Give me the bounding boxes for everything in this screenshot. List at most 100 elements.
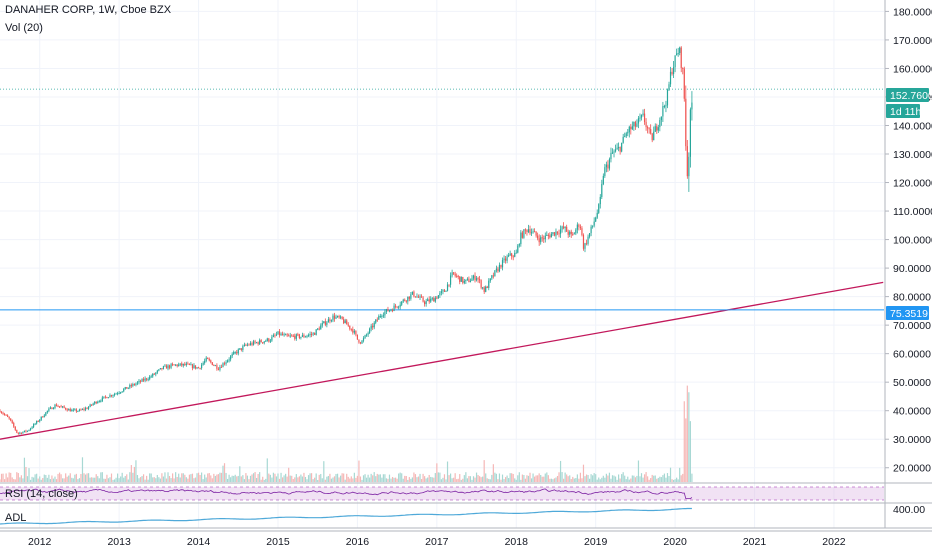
volume-bar <box>660 477 662 482</box>
volume-bar <box>663 473 666 482</box>
volume-bar <box>156 474 158 482</box>
volume-bar <box>123 477 125 482</box>
volume-bar <box>575 478 577 482</box>
candle-body <box>416 296 418 298</box>
candle-body <box>451 272 453 276</box>
candle-body <box>219 366 221 370</box>
volume-bar <box>384 474 386 482</box>
candle-body <box>43 415 45 418</box>
candle-body <box>471 278 473 281</box>
volume-bar <box>599 479 601 482</box>
volume-bar <box>662 475 664 482</box>
candle-body <box>298 334 300 338</box>
volume-bar <box>185 477 187 482</box>
volume-bar <box>211 478 213 482</box>
volume-bar <box>158 477 160 482</box>
candle-body <box>106 396 108 399</box>
candle-body <box>152 373 154 377</box>
volume-bar <box>520 479 522 482</box>
volume-bar <box>592 475 594 482</box>
volume-bar <box>556 475 559 482</box>
candle-body <box>211 362 213 366</box>
candle-body <box>281 333 284 336</box>
candle-body <box>161 368 163 370</box>
volume-bar <box>358 460 360 482</box>
x-tick-label: 2020 <box>663 536 687 548</box>
candle-body <box>260 340 262 343</box>
symbol-legend[interactable]: DANAHER CORP, 1W, Cboe BZX <box>5 4 172 16</box>
candle-body <box>457 276 459 278</box>
candle-body <box>613 151 615 153</box>
rsi-legend[interactable]: RSI (14, close) <box>5 488 78 500</box>
volume-bar <box>689 421 691 482</box>
volume-bar <box>465 472 467 482</box>
candle-body <box>533 231 536 233</box>
candle-body <box>91 404 93 406</box>
volume-bar <box>515 479 517 482</box>
volume-bar <box>326 476 328 482</box>
volume-bar <box>332 477 334 482</box>
candle-body <box>248 344 250 346</box>
candle-body <box>601 184 603 197</box>
volume-bar <box>13 479 15 482</box>
volume-bar <box>373 472 375 482</box>
volume-bar <box>468 476 470 482</box>
volume-bar <box>437 472 439 482</box>
volume-bar <box>5 473 7 482</box>
volume-bar <box>677 479 679 482</box>
candle-body <box>647 127 649 129</box>
volume-bar <box>46 477 48 482</box>
candle-body <box>307 334 310 336</box>
candle-body <box>129 385 131 388</box>
volume-legend[interactable]: Vol (20) <box>5 22 43 34</box>
volume-bar <box>497 479 499 482</box>
candle-body <box>399 304 401 307</box>
candle-body <box>315 329 317 335</box>
candle-body <box>175 364 177 366</box>
volume-bar <box>333 476 336 482</box>
candle-body <box>164 365 166 367</box>
candle-body <box>20 432 22 434</box>
candle-body <box>494 270 496 277</box>
volume-bar <box>382 474 384 482</box>
candle-body <box>529 229 531 234</box>
volume-bar <box>518 472 520 482</box>
drawing-lines[interactable] <box>0 88 884 440</box>
volume-bar <box>581 478 583 482</box>
volume-bar <box>514 478 516 482</box>
volume-bar <box>231 475 233 482</box>
volume-bar <box>442 477 444 482</box>
candle-body <box>336 315 339 317</box>
candle-body <box>431 298 433 300</box>
candle-body <box>132 384 134 387</box>
candle-body <box>335 316 337 319</box>
volume-bar <box>87 473 90 482</box>
candle-body <box>184 363 186 366</box>
volume-bar <box>75 473 77 482</box>
volume-bar <box>228 474 230 482</box>
adl-legend[interactable]: ADL <box>5 512 26 524</box>
volume-bar <box>650 478 652 482</box>
candle-body <box>190 364 192 366</box>
rsi-band <box>0 487 884 500</box>
volume-bar <box>11 477 13 482</box>
candlesticks[interactable] <box>0 46 693 435</box>
volume-bar <box>191 473 194 482</box>
volume-bar <box>201 472 203 482</box>
volume-bar <box>23 457 26 482</box>
candle-body <box>543 238 545 240</box>
candle-body <box>191 364 194 369</box>
volume-bar <box>645 472 647 482</box>
candle-body <box>624 136 626 138</box>
volume-bar <box>613 475 615 482</box>
volume-bar <box>578 478 580 482</box>
volume-bar <box>472 476 475 482</box>
volume-bar <box>101 472 103 482</box>
candle-body <box>28 430 30 432</box>
volume-bar <box>416 477 418 482</box>
volume-bar <box>89 477 91 482</box>
x-tick-label: 2022 <box>822 536 846 548</box>
candle-body <box>491 275 493 279</box>
volume-bar <box>488 478 490 482</box>
